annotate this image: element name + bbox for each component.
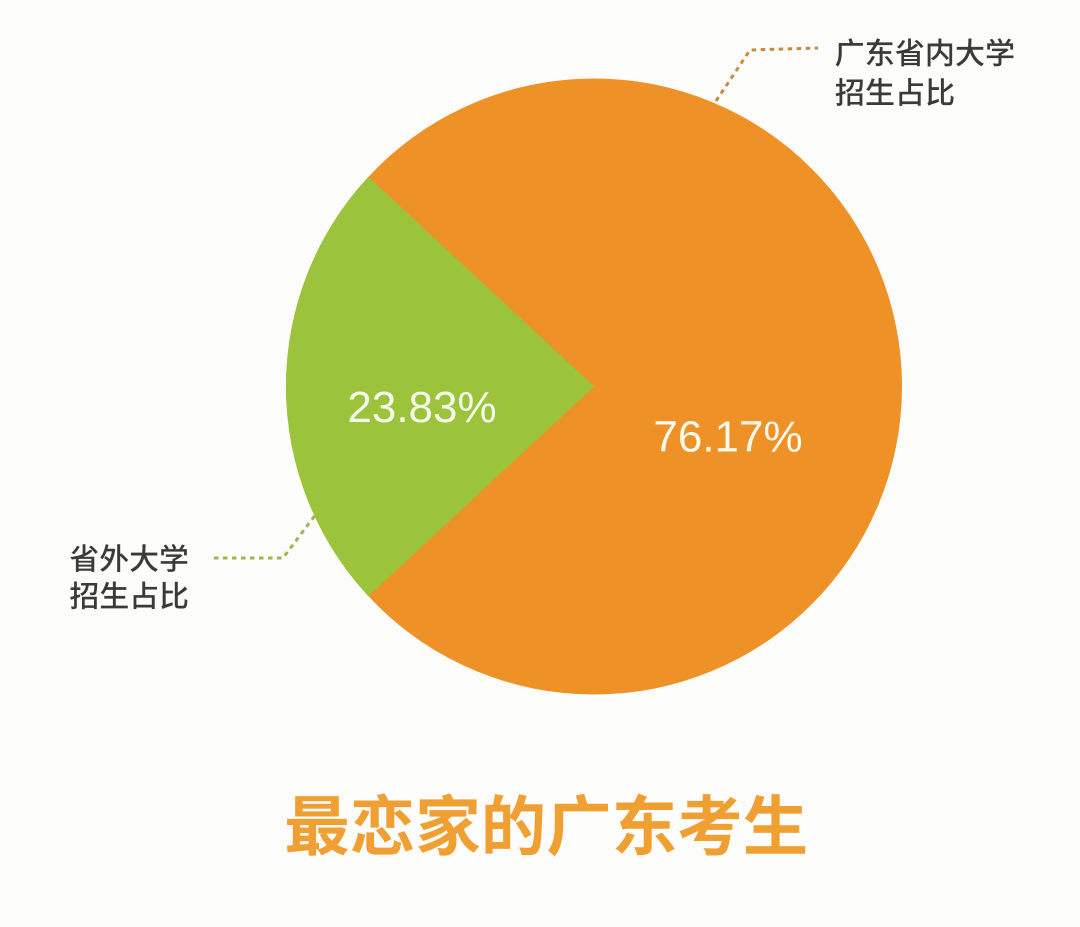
- svg-text:23.83%: 23.83%: [347, 383, 496, 432]
- svg-text:76.17%: 76.17%: [653, 413, 802, 462]
